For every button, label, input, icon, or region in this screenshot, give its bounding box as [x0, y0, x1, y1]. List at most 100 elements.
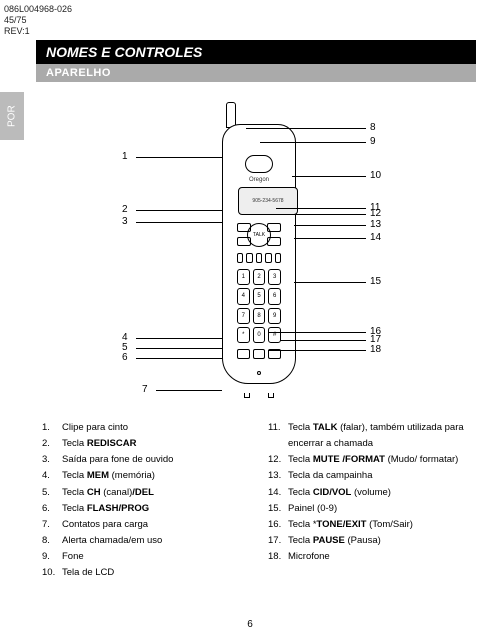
legend-text: Tecla TALK (falar), também utilizada par…	[288, 422, 464, 449]
legend-item: 7.Contatos para carga	[42, 517, 250, 533]
legend-item: 11. Tecla TALK (falar), também utilizada …	[268, 420, 476, 452]
legend-item: 18. Microfone	[268, 549, 476, 565]
legend-item: 17. Tecla PAUSE (Pausa)	[268, 533, 476, 549]
legend-item: 8. Alerta chamada/em uso	[42, 533, 250, 549]
leader-line	[294, 238, 366, 239]
legend-number: 1.	[42, 420, 50, 436]
leader-line	[136, 210, 222, 211]
legend-item: 1.Clipe para cinto	[42, 420, 250, 436]
function-row	[237, 253, 281, 263]
doc-code: 086L004968-026	[4, 4, 72, 15]
side-button	[237, 223, 251, 232]
legend-number: 17.	[268, 533, 281, 549]
legend-item: 12. Tecla MUTE /FORMAT (Mudo/ formatar)	[268, 452, 476, 468]
legend-number: 11.	[268, 420, 281, 436]
keypad-key: 8	[253, 308, 266, 324]
legend-item: 13. Tecla da campainha	[268, 468, 476, 484]
keypad-key: 9	[268, 308, 281, 324]
side-button	[267, 223, 281, 232]
legend-text: Fone	[62, 551, 84, 562]
keypad-key: *	[237, 327, 250, 343]
page-number: 6	[0, 619, 500, 630]
legend-text: Microfone	[288, 551, 330, 562]
lcd-screen: 905-234-5678	[238, 187, 298, 215]
legend-text: Tecla MUTE /FORMAT (Mudo/ formatar)	[288, 454, 458, 465]
legend-number: 3.	[42, 452, 50, 468]
callout-number: 1	[122, 151, 128, 162]
leader-line	[136, 338, 222, 339]
leader-line	[156, 390, 222, 391]
legend-item: 16.Tecla *TONE/EXIT (Tom/Sair)	[268, 517, 476, 533]
legend-number: 15.	[268, 501, 281, 517]
legend-number: 13.	[268, 468, 281, 484]
legend-item: 14. Tecla CID/VOL (volume)	[268, 485, 476, 501]
leader-line	[136, 222, 222, 223]
leader-line	[280, 340, 366, 341]
legend-col-right: 11. Tecla TALK (falar), também utilizada …	[268, 420, 476, 614]
leader-line	[276, 208, 366, 209]
legend-number: 6.	[42, 501, 50, 517]
callout-number: 12	[370, 208, 381, 219]
language-tab: POR	[0, 92, 24, 140]
legend-text: Tecla da campainha	[288, 470, 373, 481]
section-title: NOMES E CONTROLES	[36, 40, 476, 64]
legend-item: 10. Tela de LCD	[42, 565, 250, 581]
phone-body: Oregon 905-234-5678 TALK 123456789*0#	[222, 124, 296, 384]
leader-line	[268, 332, 366, 333]
legend-text: Tecla CID/VOL (volume)	[288, 487, 391, 498]
legend-item: 4. Tecla MEM (memória)	[42, 468, 250, 484]
callout-number: 15	[370, 276, 381, 287]
leader-line	[136, 358, 222, 359]
legend-text: Tecla MEM (memória)	[62, 470, 155, 481]
keypad-key: 6	[268, 288, 281, 304]
speaker-icon	[245, 155, 273, 173]
callout-number: 9	[370, 136, 376, 147]
keypad-key: 0	[253, 327, 266, 343]
leader-line	[246, 128, 366, 129]
doc-rev: REV:1	[4, 26, 72, 37]
legend-item: 5. Tecla CH (canal)/DEL	[42, 485, 250, 501]
legend-text: Painel (0-9)	[288, 503, 337, 514]
legend-number: 8.	[42, 533, 50, 549]
legend-number: 14.	[268, 485, 281, 501]
leader-line	[294, 282, 366, 283]
header-meta: 086L004968-026 45/75 REV:1	[4, 4, 72, 36]
legend-number: 5.	[42, 485, 50, 501]
handset-diagram: Oregon 905-234-5678 TALK 123456789*0# 12…	[36, 92, 476, 412]
legend-text: Tecla PAUSE (Pausa)	[288, 535, 381, 546]
legend-number: 4.	[42, 468, 50, 484]
leader-line	[136, 348, 222, 349]
doc-pages: 45/75	[4, 15, 72, 26]
legend-item: 6. Tecla FLASH/PROG	[42, 501, 250, 517]
keypad-key: 4	[237, 288, 250, 304]
side-button	[237, 237, 251, 246]
callout-number: 8	[370, 122, 376, 133]
legend-text: Tecla CH (canal)/DEL	[62, 487, 154, 498]
keypad-key: 2	[253, 269, 266, 285]
callout-number: 6	[122, 352, 128, 363]
leader-line	[268, 350, 366, 351]
callout-number: 2	[122, 204, 128, 215]
legend-text: Tela de LCD	[62, 567, 114, 578]
leader-line	[292, 176, 366, 177]
legend-text: Tecla FLASH/PROG	[62, 503, 149, 514]
legend-item: 15. Painel (0-9)	[268, 501, 476, 517]
charge-contacts-icon	[244, 393, 274, 398]
legend-number: 18.	[268, 549, 281, 565]
legend-item: 9.Fone	[42, 549, 250, 565]
legend-number: 10.	[42, 565, 55, 581]
side-button	[267, 237, 281, 246]
callout-number: 10	[370, 170, 381, 181]
legend-number: 12.	[268, 452, 281, 468]
callout-number: 18	[370, 344, 381, 355]
callout-number: 3	[122, 216, 128, 227]
keypad-key: 3	[268, 269, 281, 285]
leader-line	[136, 157, 222, 158]
legend-text: Alerta chamada/em uso	[62, 535, 162, 546]
legend-text: Tecla *TONE/EXIT (Tom/Sair)	[288, 519, 413, 530]
keypad-key: 5	[253, 288, 266, 304]
keypad-key: 1	[237, 269, 250, 285]
callout-number: 7	[142, 384, 148, 395]
legend-item: 2.Tecla REDISCAR	[42, 436, 250, 452]
legend-number: 7.	[42, 517, 50, 533]
